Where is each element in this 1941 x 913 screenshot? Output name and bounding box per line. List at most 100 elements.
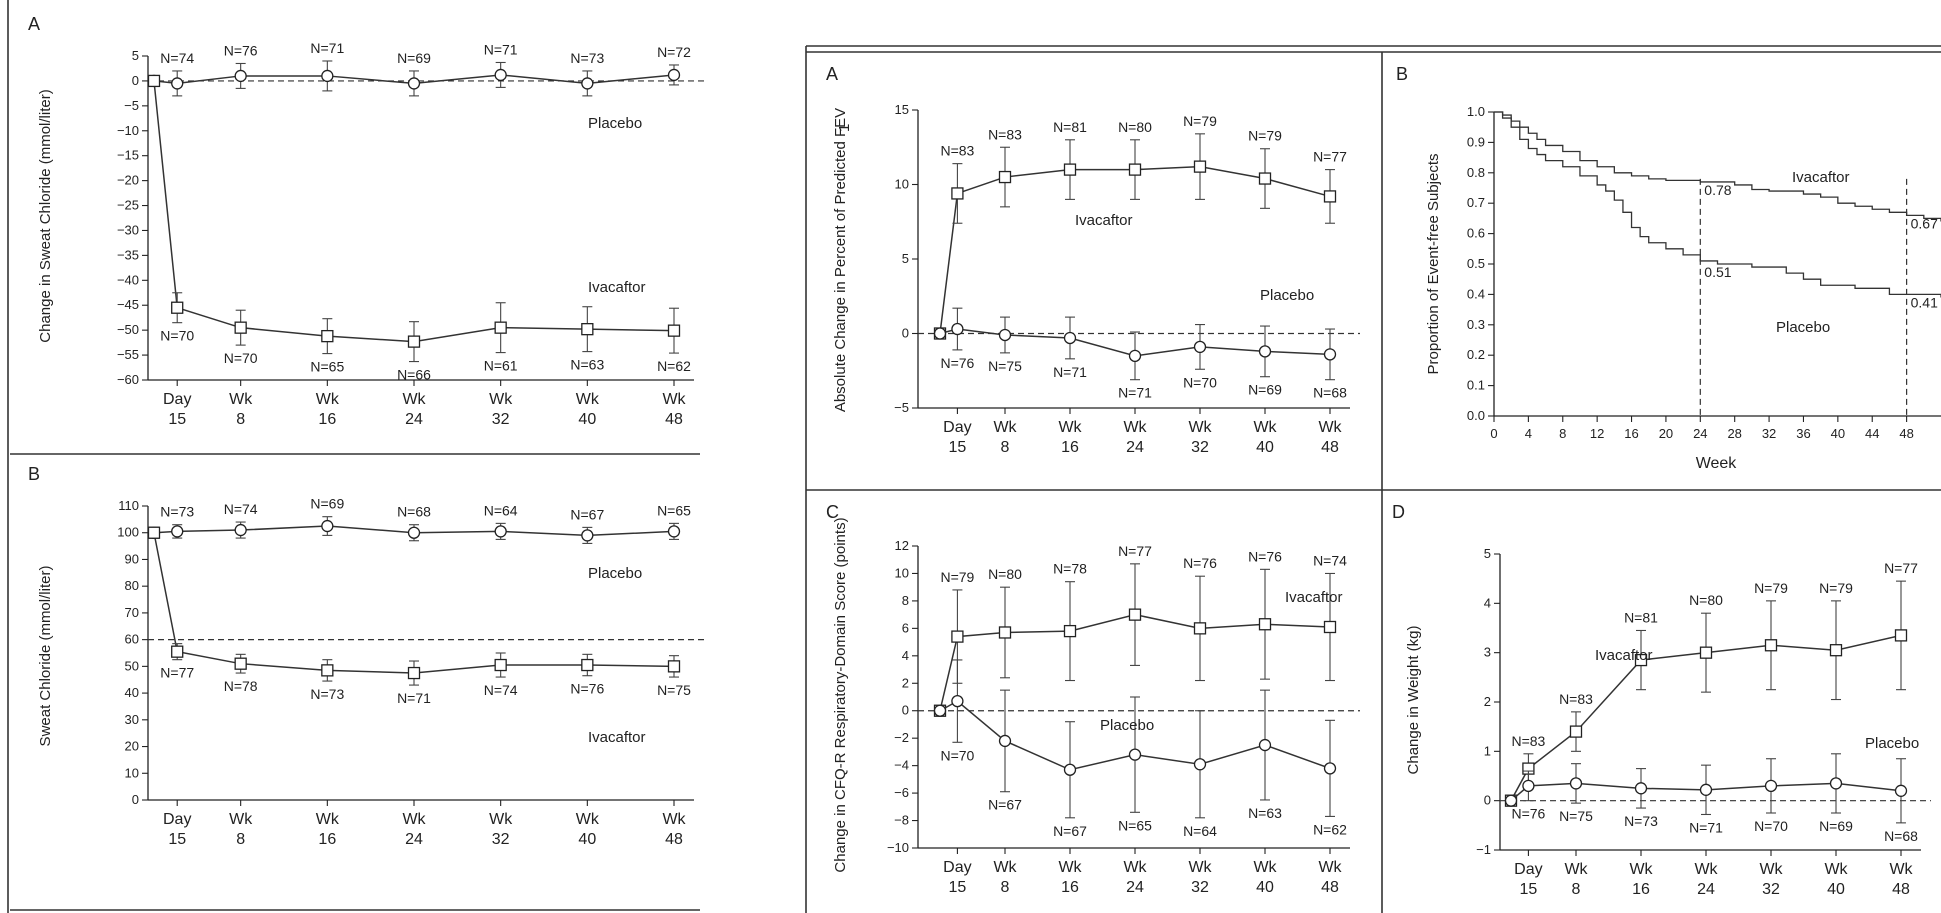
panel-left-A: A 5 0 −5 −10 −15 −20 −25 −30 −35 −40 −45 −50 −55 −60 Da… (28, 14, 704, 428)
data-point (1569, 725, 1583, 738)
data-point (1764, 639, 1778, 652)
x-tick-label: Wk (1123, 419, 1147, 436)
x-tick-label: 8 (236, 831, 245, 848)
data-point (951, 187, 964, 200)
x-tick-label: Wk (489, 391, 513, 408)
series-line (1510, 782, 1902, 802)
series-label: Placebo (1100, 717, 1154, 734)
data-point (1128, 748, 1142, 761)
n-label: N=71 (1118, 385, 1152, 401)
n-label: N=79 (940, 569, 974, 585)
x-tick-label: 48 (1899, 426, 1913, 441)
data-point (1829, 777, 1843, 790)
n-label: N=72 (657, 44, 691, 60)
series-line (939, 700, 1331, 771)
data-point (998, 626, 1012, 639)
n-label: N=74 (224, 501, 258, 517)
n-label: N=64 (484, 502, 518, 518)
x-tick-label: Wk (316, 811, 340, 828)
panel-right-D: D543210−1Day15Wk8Wk16Wk24Wk32Wk40Wk48Cha… (1392, 502, 1931, 898)
data-point (1063, 331, 1077, 345)
panel-right-C: C 12 10 8 6 4 2 0 −2 −4 −6 −8 −10 Day 15 Wk 8 Wk 16 Wk 24 Wk 3… (826, 502, 1360, 896)
data-point (494, 321, 507, 334)
n-label: N=81 (1624, 609, 1658, 625)
n-label: N=83 (1511, 733, 1545, 749)
y-tick-label: 40 (125, 685, 139, 700)
n-label: N=73 (160, 504, 194, 520)
panel-right-A: A 15 10 5 0 −5 Day 15 Wk 8 Wk 16 Wk 24 Wk 32 Wk 40 Wk 48 Abs… (826, 64, 1360, 456)
x-tick-label: 32 (1191, 439, 1209, 456)
x-tick-label: 8 (1001, 439, 1010, 456)
y-tick-label: 30 (125, 712, 139, 727)
y-axis-label: Change in CFQ-R Respiratory-Domain Score… (832, 517, 849, 872)
x-tick-label: 16 (318, 831, 336, 848)
data-point (147, 526, 161, 539)
data-point (1258, 345, 1272, 358)
x-tick-label: 32 (1762, 881, 1780, 898)
n-label: N=76 (1511, 806, 1545, 822)
x-tick-label: 15 (168, 411, 186, 428)
x-tick-label: Wk (1253, 859, 1277, 876)
series-label: Ivacaftor (1595, 647, 1653, 664)
n-label: N=77 (1884, 560, 1918, 576)
x-tick-label: 28 (1727, 426, 1741, 441)
series-ivacaftor: N=79 N=80 N=78 N=77 N=76 N=76 N=74 Ivacaftor (933, 543, 1347, 717)
y-tick-label: 1 (1484, 743, 1491, 758)
x-tick-label: Day (943, 859, 971, 876)
data-point (1063, 763, 1077, 776)
series-label: Placebo (588, 115, 642, 132)
n-label: N=67 (570, 506, 604, 522)
y-tick-label: 0 (902, 326, 909, 341)
data-point (1193, 340, 1207, 354)
n-label: N=69 (1248, 382, 1282, 398)
data-point (667, 660, 681, 673)
data-point (494, 525, 507, 538)
y-tick-label: 0.4 (1467, 286, 1485, 301)
y-tick-label: 0.0 (1467, 408, 1485, 423)
y-tick-label: 0.1 (1467, 378, 1485, 393)
series-line (939, 165, 1331, 334)
series-label: Placebo (1776, 319, 1830, 336)
n-label: N=76 (1183, 555, 1217, 571)
data-point (1323, 348, 1337, 361)
x-tick-label: 40 (1831, 426, 1845, 441)
n-label: N=62 (1313, 821, 1347, 837)
y-tick-label: −30 (117, 222, 139, 237)
y-tick-label: −40 (117, 272, 139, 287)
y-tick-label: −6 (894, 785, 909, 800)
n-label: N=76 (224, 42, 258, 58)
data-point (1764, 779, 1778, 793)
data-point (321, 69, 334, 83)
series-ivacaftor: N=77 N=78 N=73 N=71 N=74 N=76 N=75 Ivacaftor (147, 526, 691, 746)
data-point (1193, 622, 1207, 635)
x-tick-label: 16 (1061, 439, 1079, 456)
y-tick-label: −25 (117, 198, 139, 213)
panel-letter: D (1392, 502, 1405, 522)
n-label: N=75 (1559, 808, 1593, 824)
n-label: N=65 (310, 359, 344, 375)
x-tick-label: Wk (1824, 861, 1848, 878)
data-point (234, 523, 247, 537)
y-tick-label: −2 (894, 730, 909, 745)
y-tick-label: 5 (902, 251, 909, 266)
x-tick-label: 40 (1827, 881, 1845, 898)
y-tick-label: 0.9 (1467, 134, 1485, 149)
x-tick-label: 0 (1490, 426, 1497, 441)
x-tick-label: 24 (405, 411, 423, 428)
x-tick-label: Wk (993, 419, 1017, 436)
n-label: N=70 (1183, 374, 1217, 390)
data-point (1569, 777, 1583, 790)
x-tick-label: Wk (229, 811, 253, 828)
data-point (1829, 644, 1843, 657)
y-tick-label: 100 (117, 525, 139, 540)
x-tick-label: Wk (1629, 861, 1653, 878)
series-line (153, 80, 675, 343)
data-point (494, 68, 507, 82)
series-label: Ivacaftor (1075, 212, 1133, 229)
data-point (234, 321, 247, 334)
n-label: N=79 (1183, 113, 1217, 129)
panel-letter: C (826, 502, 839, 522)
x-tick-label: 12 (1590, 426, 1604, 441)
n-label: N=80 (1118, 119, 1152, 135)
x-tick-label: 15 (1520, 881, 1538, 898)
